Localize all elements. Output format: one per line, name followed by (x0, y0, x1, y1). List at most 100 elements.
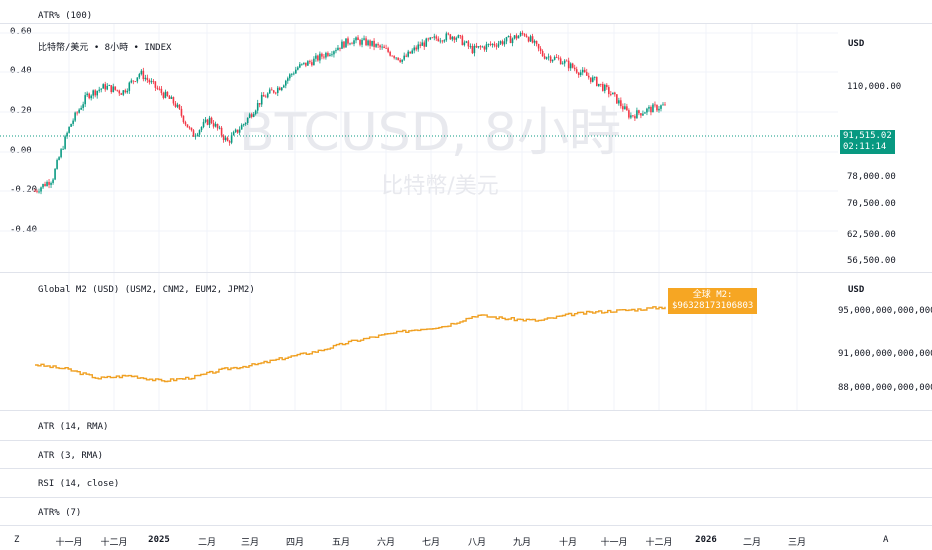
candle-body (573, 67, 576, 70)
candle-body (184, 122, 187, 125)
candle-body (397, 57, 399, 61)
candle-body (222, 135, 225, 141)
candle-body (60, 149, 62, 158)
candle-body (451, 36, 454, 40)
candle-body (78, 109, 80, 113)
candle-body (142, 70, 145, 80)
candle-body (531, 36, 534, 43)
candle-body (158, 88, 161, 90)
atr-percent-7-label[interactable]: ATR% (7) (38, 508, 82, 518)
candle-body (447, 33, 450, 35)
candle-body (299, 64, 301, 68)
candle-body (513, 35, 516, 39)
pane-separator[interactable] (0, 497, 932, 498)
candle-body (359, 40, 361, 45)
candle-body (429, 37, 432, 40)
candle-body (230, 135, 233, 143)
candle-body (656, 105, 658, 111)
candle-body (218, 127, 221, 129)
candle-body (369, 40, 371, 46)
candle-body (581, 69, 584, 73)
candle-body (543, 56, 546, 59)
auto-scale-button[interactable]: A (883, 535, 889, 545)
candle-body (126, 90, 129, 93)
pane-separator[interactable] (0, 468, 932, 469)
candle-body (557, 57, 560, 59)
pane-separator[interactable] (0, 272, 932, 273)
time-tick: 三月 (787, 538, 807, 548)
global-m2-legend[interactable]: Global M2 (USD) (USM2, CNM2, EUM2, JPM2) (38, 285, 255, 295)
candle-body (56, 159, 58, 169)
candle-body (347, 38, 349, 44)
candle-body (48, 182, 50, 185)
candle-body (622, 106, 624, 110)
candle-body (172, 97, 175, 104)
candle-body (614, 92, 616, 95)
candle-body (88, 93, 90, 99)
candle-body (549, 56, 552, 62)
candle-body (164, 91, 167, 98)
candle-body (50, 182, 52, 185)
candle-body (226, 137, 229, 142)
candle-body (74, 112, 76, 121)
atr-percent-100-label[interactable]: ATR% (100) (38, 11, 93, 21)
candle-body (82, 104, 84, 108)
pane-separator[interactable] (0, 440, 932, 441)
watermark-name: 比特幣/美元 (381, 174, 498, 199)
candle-body (395, 57, 397, 59)
candle-body (644, 112, 646, 114)
candle-body (250, 114, 253, 117)
candle-body (433, 36, 436, 38)
candle-body (435, 36, 438, 39)
candle-body (405, 55, 407, 57)
candle-body (610, 94, 612, 95)
pane-separator[interactable] (0, 410, 932, 411)
candle-body (162, 92, 165, 98)
time-tick: 六月 (376, 538, 396, 548)
candle-body (96, 90, 98, 96)
candle-body (70, 123, 72, 127)
candle-body (455, 37, 458, 40)
candle-body (525, 35, 528, 38)
pane-separator[interactable] (0, 23, 932, 24)
candle-body (52, 179, 54, 183)
candle-body (481, 46, 484, 48)
candle-body (559, 58, 562, 65)
scroll-left-button[interactable]: Z (14, 535, 20, 545)
candle-body (604, 84, 606, 91)
candle-body (535, 40, 538, 44)
atr-14-label[interactable]: ATR (14, RMA) (38, 422, 109, 432)
main-chart-legend[interactable]: 比特幣/美元 • 8小時 • INDEX (38, 43, 172, 53)
candle-body (662, 104, 664, 106)
candle-body (114, 86, 117, 90)
candle-body (571, 63, 574, 68)
candle-body (541, 50, 544, 57)
atr-3-label[interactable]: ATR (3, RMA) (38, 451, 104, 461)
m2-tag-value: $96328173106803 (672, 301, 754, 311)
candle-body (461, 36, 464, 46)
price-tick: 62,500.00 (847, 230, 896, 240)
candle-body (319, 53, 321, 61)
price-scale-currency[interactable]: USD (848, 39, 865, 49)
candle-body (104, 84, 107, 90)
candle-body (98, 89, 101, 91)
candle-body (214, 123, 217, 127)
candle-body (652, 104, 654, 113)
candle-body (301, 63, 303, 65)
candle-body (254, 110, 257, 115)
candle-body (102, 84, 105, 89)
price-chart[interactable]: BTCUSD, 8小時 比特幣/美元 (0, 0, 932, 275)
time-tick: 十月 (558, 538, 578, 548)
m2-scale-currency[interactable]: USD (848, 285, 865, 295)
candle-body (365, 38, 367, 46)
candle-body (349, 43, 351, 45)
candle-body (636, 110, 638, 119)
candle-body (553, 57, 556, 60)
candle-body (393, 56, 395, 58)
candle-body (367, 40, 369, 46)
rsi-14-label[interactable]: RSI (14, close) (38, 479, 120, 489)
candle-body (220, 127, 223, 136)
bar-countdown: 02:11:14 (843, 142, 887, 152)
candle-body (585, 72, 588, 76)
candle-body (375, 44, 377, 47)
